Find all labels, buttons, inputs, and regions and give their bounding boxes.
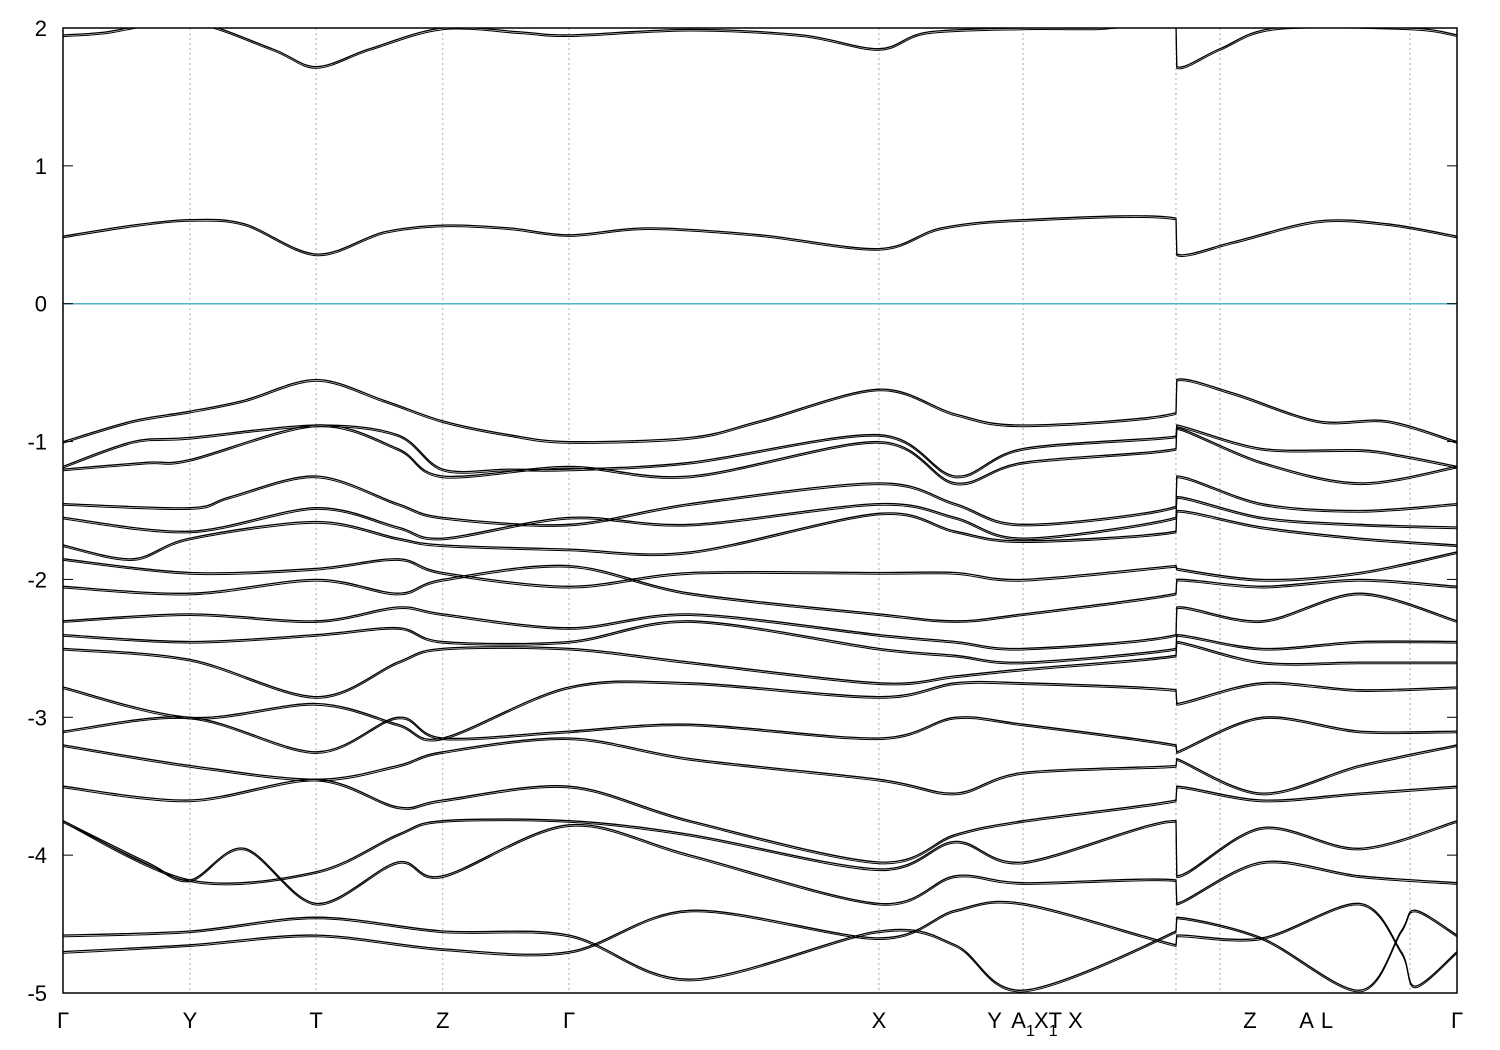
x-tick-label: Γ	[57, 1008, 69, 1033]
x-tick-label: Z	[436, 1008, 449, 1033]
band-line-v9	[63, 592, 1457, 650]
y-tick-label: 2	[35, 16, 47, 41]
band-line-v8	[63, 564, 1457, 622]
x-tick-label: T	[309, 1008, 322, 1033]
x-tick-label: Γ	[563, 1008, 575, 1033]
x-tick-label: Γ	[1451, 1008, 1463, 1033]
band-line-v15	[63, 778, 1457, 863]
grid-lines	[189, 28, 1411, 993]
band-line-v1	[63, 378, 1457, 443]
band-line-v6-pair	[63, 511, 1457, 561]
band-line-v6	[63, 509, 1457, 560]
band-line-v17	[63, 820, 1457, 905]
x-tick-label: Z	[1243, 1008, 1256, 1033]
y-tick-label: -4	[27, 843, 47, 868]
y-tick-label: -1	[27, 430, 47, 455]
band-line-v19-pair	[63, 902, 1457, 989]
x-tick-label: T	[1049, 1008, 1062, 1033]
x-tick-label: A1	[1011, 1008, 1035, 1040]
x-tick-label: L	[1321, 1008, 1333, 1033]
band-line-v11	[63, 640, 1457, 698]
band-line-v5	[63, 496, 1457, 539]
band-line-v10	[63, 620, 1457, 663]
x-tick-label: Y	[183, 1008, 198, 1033]
band-line-v13	[63, 716, 1457, 753]
band-line-c2-pair	[63, 28, 1457, 70]
band-line-v4-pair	[63, 477, 1457, 527]
y-tick-label: -5	[27, 981, 47, 1006]
band-line-v3	[63, 424, 1457, 484]
band-line-v11-pair	[63, 642, 1457, 699]
band-line-v16	[63, 818, 1457, 884]
y-tick-label: 0	[35, 292, 47, 317]
x-axis: Γ Y T Z Γ X A1Y TX1 X AZ L Γ	[57, 1008, 1463, 1040]
band-line-c1-pair	[63, 216, 1457, 257]
x-tick-label: Y	[987, 1008, 1002, 1033]
band-line-c1	[63, 215, 1457, 256]
band-line-v7	[63, 551, 1457, 587]
plot-frame	[62, 27, 1458, 994]
band-line-v18-pair	[63, 911, 1457, 993]
band-line-v1-pair	[63, 380, 1457, 444]
band-line-v2	[63, 424, 1457, 477]
band-line-v18	[63, 909, 1457, 991]
band-line-v10-pair	[63, 621, 1457, 665]
band-line-v9-pair	[63, 594, 1457, 651]
band-line-v7-pair	[63, 553, 1457, 589]
band-line-v5-pair	[63, 497, 1457, 541]
x-tick-label: A	[1299, 1008, 1314, 1033]
band-line-v12-pair	[63, 682, 1457, 742]
band-line-v3-pair	[63, 426, 1457, 486]
x-tick-label: X	[872, 1008, 887, 1033]
band-line-v19	[63, 900, 1457, 987]
band-line-v12	[63, 680, 1457, 740]
band-line-v16-pair	[63, 820, 1457, 886]
band-line-v17-pair	[63, 821, 1457, 906]
y-tick-label: -2	[27, 567, 47, 592]
band-lines	[63, 28, 1457, 993]
band-line-v13-pair	[63, 717, 1457, 755]
band-line-c2	[63, 28, 1457, 68]
x-tick-label: X	[1068, 1008, 1083, 1033]
band-line-v4	[63, 475, 1457, 526]
y-tick-label: -3	[27, 705, 47, 730]
band-line-v15-pair	[63, 780, 1457, 865]
y-axis: 2 1 0 -1 -2 -3 -4 -5	[27, 16, 1457, 1006]
band-line-v8-pair	[63, 566, 1457, 623]
y-tick-label: 1	[35, 154, 47, 179]
